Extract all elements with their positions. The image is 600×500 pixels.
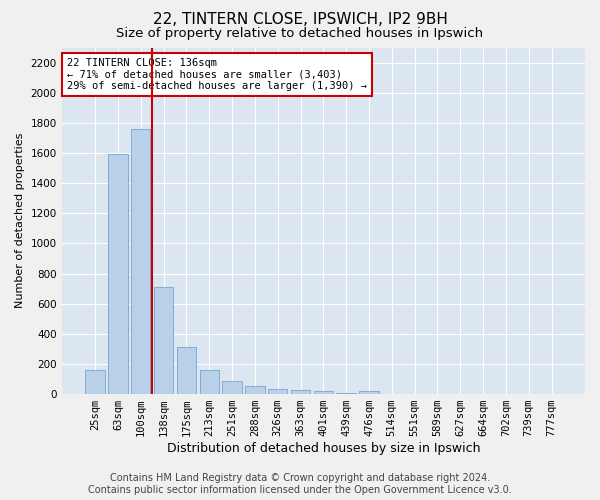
X-axis label: Distribution of detached houses by size in Ipswich: Distribution of detached houses by size … [167, 442, 480, 455]
Bar [223, 380, 242, 394]
Bar [177, 346, 196, 394]
Bar [268, 389, 287, 394]
Bar [200, 370, 219, 394]
Bar [314, 391, 333, 394]
Bar [131, 129, 151, 394]
Bar [154, 287, 173, 394]
Bar [245, 386, 265, 394]
Bar [337, 392, 356, 394]
Y-axis label: Number of detached properties: Number of detached properties [15, 133, 25, 308]
Text: Size of property relative to detached houses in Ipswich: Size of property relative to detached ho… [116, 28, 484, 40]
Bar [359, 391, 379, 394]
Bar [108, 154, 128, 394]
Bar [291, 390, 310, 394]
Bar [85, 370, 105, 394]
Text: 22 TINTERN CLOSE: 136sqm
← 71% of detached houses are smaller (3,403)
29% of sem: 22 TINTERN CLOSE: 136sqm ← 71% of detach… [67, 58, 367, 91]
Text: Contains HM Land Registry data © Crown copyright and database right 2024.
Contai: Contains HM Land Registry data © Crown c… [88, 474, 512, 495]
Text: 22, TINTERN CLOSE, IPSWICH, IP2 9BH: 22, TINTERN CLOSE, IPSWICH, IP2 9BH [152, 12, 448, 28]
